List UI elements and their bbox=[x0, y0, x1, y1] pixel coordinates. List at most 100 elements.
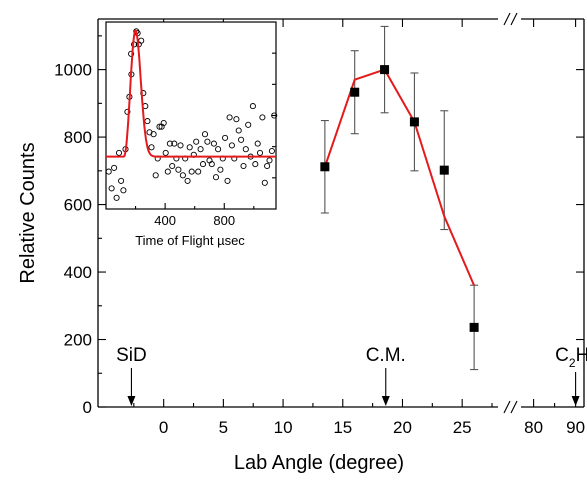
inset-point bbox=[210, 140, 217, 147]
inset-point bbox=[115, 149, 123, 156]
break-mark bbox=[510, 12, 518, 26]
inset-point bbox=[268, 147, 275, 155]
inset-point bbox=[197, 146, 204, 153]
inset-point bbox=[128, 50, 135, 57]
inset-point bbox=[228, 142, 235, 149]
y-tick-label: 800 bbox=[64, 128, 92, 147]
y-tick-label: 0 bbox=[83, 398, 92, 417]
data-point bbox=[320, 162, 330, 172]
inset-point bbox=[201, 131, 209, 138]
c2h2-sub-1: 2 bbox=[569, 356, 576, 370]
inset-point bbox=[204, 138, 211, 145]
break-mark bbox=[503, 400, 511, 414]
inset-point bbox=[171, 140, 178, 147]
inset-point bbox=[245, 121, 252, 128]
x-tick-label: 10 bbox=[274, 418, 293, 437]
inset-point bbox=[240, 162, 247, 170]
inset-right-ticks bbox=[272, 52, 276, 179]
inset-point bbox=[215, 146, 222, 153]
y-tick-label: 1000 bbox=[54, 61, 92, 80]
inset-point bbox=[252, 161, 259, 168]
inset-point bbox=[152, 172, 159, 179]
inset-x-ticks: 400 800 bbox=[135, 203, 255, 228]
main-frame bbox=[97, 18, 585, 408]
x-axis-label: Lab Angle (degree) bbox=[234, 452, 404, 474]
inset-point bbox=[212, 174, 220, 181]
x-tick-label: 0 bbox=[159, 418, 168, 437]
fit-line bbox=[323, 68, 476, 286]
y-tick-label: 200 bbox=[64, 331, 92, 350]
y-tick-label: 400 bbox=[64, 263, 92, 282]
annotation-sid-arrowhead bbox=[127, 396, 136, 406]
inset-point bbox=[160, 119, 167, 127]
inset-point bbox=[199, 161, 207, 168]
x-tick-label: 80 bbox=[524, 418, 543, 437]
inset-x-tick-label: 400 bbox=[154, 213, 176, 228]
inset-point bbox=[224, 177, 231, 184]
break-mark bbox=[503, 12, 511, 26]
inset-point bbox=[164, 168, 171, 175]
x-tick-label: 90 bbox=[566, 418, 585, 437]
inset-point bbox=[184, 177, 191, 184]
inset-point bbox=[261, 179, 268, 186]
inset-x-label: Time of Flight µsec bbox=[135, 233, 245, 248]
x-ticks: 0 5 10 15 20 25 80 90 bbox=[133, 19, 585, 437]
x-tick-label: 20 bbox=[393, 418, 412, 437]
inset-point bbox=[226, 114, 233, 121]
inset-point bbox=[222, 134, 229, 141]
inset-point bbox=[249, 103, 256, 110]
inset-frame bbox=[105, 21, 277, 210]
inset-point bbox=[259, 114, 266, 121]
annotation-c2h2-label: C2H2 bbox=[555, 345, 587, 370]
break-mark bbox=[510, 400, 518, 414]
inset-point bbox=[177, 142, 184, 149]
annotation-sid-label: SiD bbox=[116, 345, 147, 366]
data-points bbox=[320, 65, 479, 332]
inset-point bbox=[193, 138, 200, 145]
inset-point bbox=[179, 172, 186, 179]
inset-point bbox=[120, 187, 127, 194]
x-tick-label: 15 bbox=[333, 418, 352, 437]
data-point bbox=[469, 322, 479, 332]
inset-point bbox=[162, 149, 169, 156]
inset-point bbox=[264, 162, 271, 170]
inset-point bbox=[235, 127, 242, 134]
y-tick-label: 600 bbox=[64, 196, 92, 215]
inset-point bbox=[118, 177, 125, 184]
y-ticks: 0 200 400 600 800 1000 bbox=[54, 35, 584, 417]
inset-point bbox=[156, 123, 163, 130]
data-point bbox=[380, 65, 390, 75]
inset-point bbox=[254, 140, 261, 147]
inset-point bbox=[208, 161, 215, 168]
annotation-sid: SiD bbox=[116, 345, 147, 406]
error-bars bbox=[320, 25, 479, 371]
inset-point bbox=[166, 140, 173, 147]
annotation-c2h2-arrowhead bbox=[571, 396, 580, 406]
inset-point bbox=[111, 164, 118, 171]
inset-x-tick-label: 800 bbox=[213, 213, 235, 228]
inset-point bbox=[108, 185, 115, 192]
inset-point bbox=[217, 166, 224, 173]
annotation-c2h2: C2H2 bbox=[555, 345, 587, 406]
inset-point bbox=[105, 168, 112, 175]
axis-break-marks bbox=[503, 12, 518, 414]
inset-point bbox=[266, 157, 273, 164]
inset-point bbox=[188, 168, 195, 175]
x-tick-label: 25 bbox=[453, 418, 472, 437]
c2h2-c: C bbox=[555, 345, 569, 366]
inset-point bbox=[124, 108, 131, 115]
annotation-cm-arrowhead bbox=[381, 396, 390, 406]
inset-point bbox=[186, 144, 193, 151]
inset-point bbox=[169, 162, 176, 170]
inset-chart: 400 800 Time of Flight µsec bbox=[105, 21, 278, 248]
y-axis-label: Relative Counts bbox=[17, 142, 39, 283]
x-tick-label: 5 bbox=[219, 418, 228, 437]
inset-point bbox=[242, 146, 249, 153]
inset-point bbox=[233, 116, 240, 123]
inset-point bbox=[148, 144, 155, 151]
inset-point bbox=[150, 131, 157, 138]
data-point bbox=[350, 87, 360, 97]
inset-point bbox=[238, 136, 245, 143]
